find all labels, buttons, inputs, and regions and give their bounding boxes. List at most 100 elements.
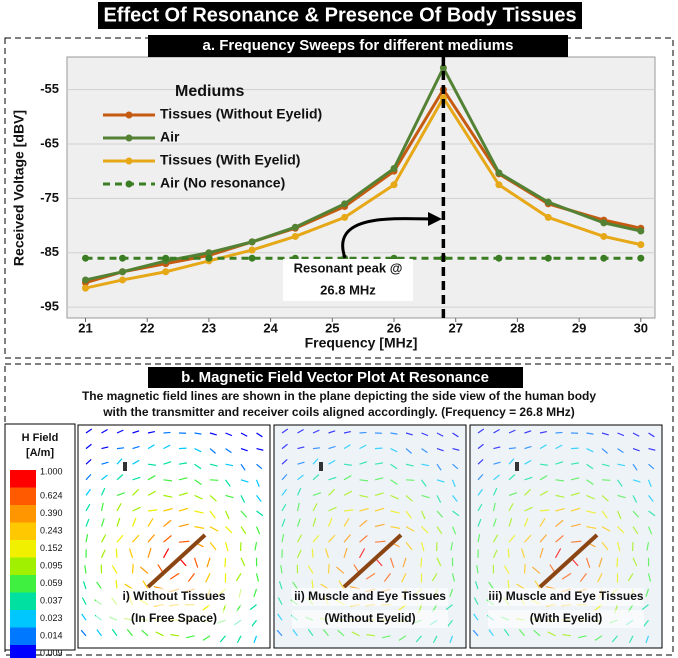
field-arrow bbox=[162, 548, 170, 559]
field-arrow bbox=[312, 503, 318, 512]
field-arrow bbox=[328, 445, 336, 450]
field-arrow bbox=[296, 502, 300, 512]
field-arrow bbox=[240, 432, 248, 437]
y-tick-label: -75 bbox=[40, 190, 59, 205]
field-arrow bbox=[586, 448, 594, 453]
x-tick-label: 27 bbox=[448, 320, 462, 335]
field-arrow bbox=[142, 580, 149, 590]
y-tick-label: -55 bbox=[40, 81, 59, 96]
field-arrow bbox=[477, 488, 483, 496]
field-arrow bbox=[358, 548, 366, 559]
field-arrow bbox=[178, 462, 188, 465]
field-arrow bbox=[225, 463, 234, 467]
colorbar-label: 0.023 bbox=[40, 613, 63, 623]
field-arrow bbox=[473, 597, 479, 605]
field-arrow bbox=[116, 492, 126, 496]
field-arrow bbox=[493, 446, 501, 450]
field-arrow bbox=[281, 534, 285, 543]
label-bg bbox=[96, 588, 252, 606]
title-bar bbox=[98, 2, 582, 29]
field-arrow bbox=[343, 509, 354, 512]
field-arrow bbox=[147, 463, 156, 466]
field-arrow bbox=[503, 565, 510, 574]
field-arrow bbox=[359, 519, 368, 528]
field-arrow bbox=[547, 631, 556, 637]
field-arrow bbox=[415, 635, 422, 643]
receiver-coil bbox=[123, 462, 127, 471]
field-arrow bbox=[617, 479, 623, 487]
x-tick-label: 29 bbox=[572, 320, 586, 335]
field-arrow bbox=[206, 557, 211, 568]
field-arrow bbox=[209, 448, 216, 454]
field-arrow bbox=[169, 572, 180, 580]
y-tick-label: -65 bbox=[40, 135, 59, 150]
data-point bbox=[82, 276, 90, 284]
field-arrow bbox=[585, 557, 591, 568]
field-arrow bbox=[436, 526, 443, 535]
legend-label: Air bbox=[160, 129, 180, 145]
field-arrow bbox=[632, 557, 638, 567]
field-arrow bbox=[163, 431, 171, 434]
field-arrow bbox=[193, 557, 199, 568]
field-arrow bbox=[646, 542, 650, 551]
colorbar-label: 0.009 bbox=[40, 648, 63, 658]
field-arrow bbox=[390, 494, 399, 500]
data-point bbox=[248, 238, 256, 246]
field-arrow bbox=[366, 634, 376, 637]
field-arrow bbox=[533, 629, 541, 637]
legend-marker bbox=[125, 134, 133, 142]
field-arrow bbox=[421, 432, 429, 437]
field-arrow bbox=[178, 492, 188, 496]
field-arrow bbox=[617, 432, 625, 437]
plot-label: ii) Muscle and Eye Tissues bbox=[294, 589, 446, 603]
field-arrow bbox=[209, 463, 218, 467]
field-arrow bbox=[539, 490, 549, 496]
data-point bbox=[162, 268, 170, 276]
field-arrow bbox=[141, 629, 149, 637]
field-arrow bbox=[570, 540, 582, 543]
colorbar-label: 0.059 bbox=[40, 578, 63, 588]
field-arrow bbox=[601, 541, 609, 551]
plot-label: iii) Muscle and Eye Tissues bbox=[488, 589, 644, 603]
field-arrow bbox=[586, 526, 597, 529]
field-arrow bbox=[327, 563, 330, 574]
field-arrow bbox=[632, 526, 639, 535]
field-arrow bbox=[383, 573, 391, 582]
field-arrow bbox=[307, 565, 314, 574]
field-arrow bbox=[178, 540, 190, 543]
arrow-head bbox=[428, 212, 442, 226]
field-arrow bbox=[297, 474, 304, 481]
field-arrow bbox=[539, 509, 550, 512]
data-point bbox=[119, 254, 127, 262]
field-arrow bbox=[84, 565, 87, 574]
field-arrow bbox=[452, 448, 460, 451]
plot-label: (Without Eyelid) bbox=[324, 611, 415, 625]
field-arrow bbox=[601, 432, 609, 436]
field-arrow bbox=[101, 474, 108, 481]
field-arrow bbox=[281, 428, 289, 434]
field-arrow bbox=[421, 494, 430, 499]
field-arrow bbox=[225, 432, 233, 437]
field-arrow bbox=[101, 446, 109, 450]
transmitter-coil bbox=[538, 533, 599, 589]
field-arrow bbox=[647, 526, 653, 535]
plot-label: (In Free Space) bbox=[131, 611, 217, 625]
field-arrow bbox=[297, 461, 305, 465]
field-arrow bbox=[240, 479, 249, 483]
field-arrow bbox=[421, 479, 427, 487]
data-point bbox=[544, 198, 552, 206]
field-arrow bbox=[359, 444, 367, 450]
colorbar-title: [A/m] bbox=[26, 447, 54, 459]
field-arrow bbox=[163, 494, 173, 498]
field-arrow bbox=[570, 477, 580, 481]
field-arrow bbox=[507, 579, 510, 590]
colorbar-swatch bbox=[10, 487, 36, 505]
field-arrow bbox=[597, 573, 603, 583]
field-arrow bbox=[240, 495, 246, 503]
legend-title: Mediums bbox=[175, 83, 244, 100]
caption: with the transmitter and receiver coils … bbox=[102, 405, 575, 419]
field-arrow bbox=[328, 534, 336, 543]
field-arrow bbox=[209, 541, 217, 551]
field-arrow bbox=[601, 448, 608, 454]
data-point bbox=[600, 232, 608, 240]
